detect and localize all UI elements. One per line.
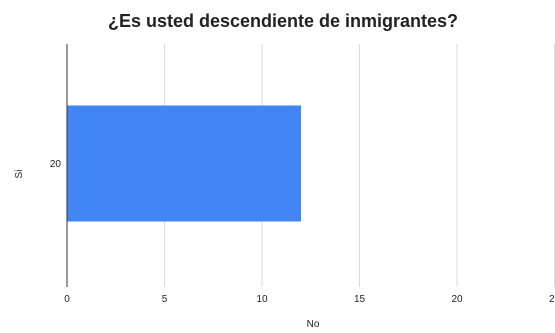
x-tick-label: 0 — [64, 294, 70, 305]
tick-layer: 0 5 10 15 20 25 — [64, 294, 555, 305]
x-axis-title: No — [307, 319, 320, 330]
y-axis-title: Si — [14, 170, 25, 179]
category-layer: 20 — [50, 159, 62, 170]
chart-title: ¿Es usted descendiente de inmigrantes? — [108, 11, 458, 31]
y-category-label: 20 — [50, 159, 62, 170]
bar-layer — [67, 105, 301, 222]
bar — [67, 105, 301, 222]
x-tick-label: 20 — [451, 294, 463, 305]
x-tick-label: 5 — [162, 294, 168, 305]
x-tick-label: 25 — [549, 294, 555, 305]
x-tick-label: 10 — [256, 294, 268, 305]
x-tick-label: 15 — [354, 294, 366, 305]
